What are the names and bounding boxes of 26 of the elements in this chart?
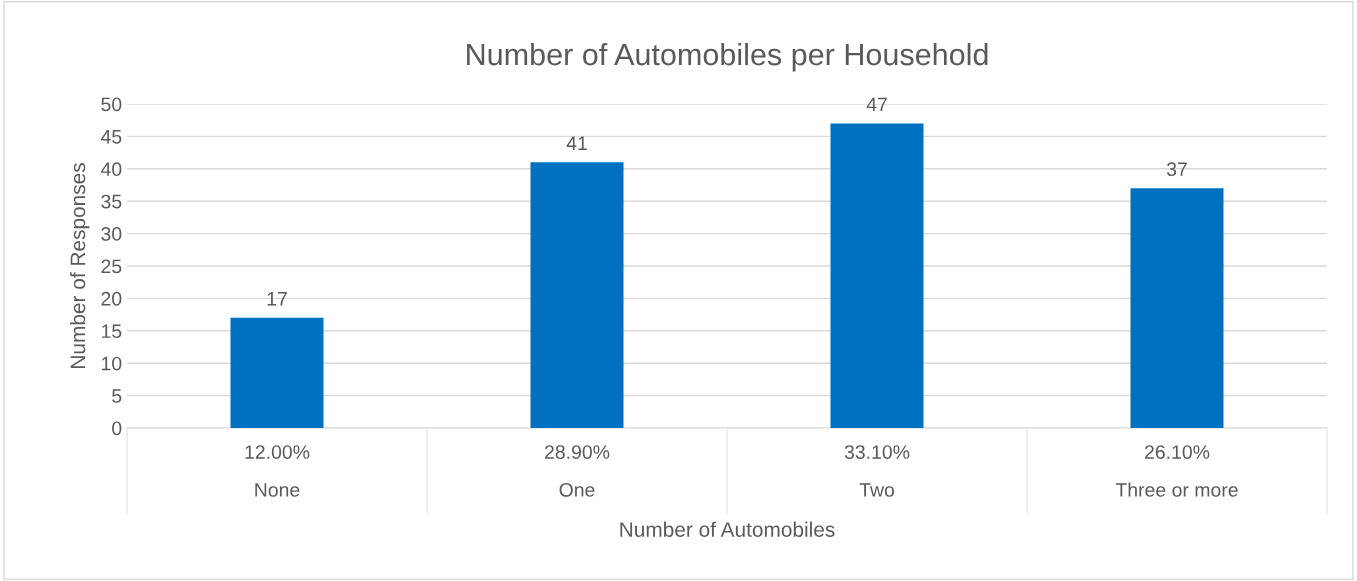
y-tick-label: 50: [101, 97, 122, 112]
y-tick-label: 25: [101, 259, 122, 274]
y-tick-label: 15: [102, 324, 122, 339]
data-label: 47: [866, 97, 887, 112]
category-label: 33.10% Two: [844, 445, 910, 497]
chart-title: Number of Automobiles per Household: [467, 42, 988, 72]
bar: [230, 317, 324, 428]
bar: [530, 162, 624, 428]
y-tick-label: 30: [101, 227, 122, 241]
bar: [830, 123, 924, 428]
category-label: 26.10% Three or more: [1115, 445, 1238, 497]
y-tick-label: 5: [112, 389, 122, 403]
category-label: 12.00% None: [245, 445, 310, 497]
y-tick-label: 0: [112, 421, 122, 436]
data-label: 41: [566, 136, 587, 150]
bar: [1130, 188, 1224, 428]
category-label: 28.90% One: [545, 445, 610, 497]
y-tick-label: 10: [102, 356, 122, 371]
y-tick-label: 35: [101, 194, 122, 209]
y-tick-label: 40: [100, 162, 122, 177]
data-label: 17: [267, 292, 287, 306]
x-axis-title: Number of Automobiles: [620, 521, 835, 537]
y-axis-title: Number of Responses: [69, 163, 90, 368]
y-tick-label: 45: [100, 130, 122, 144]
y-tick-label: 20: [101, 291, 122, 306]
data-label: 37: [1166, 162, 1187, 177]
